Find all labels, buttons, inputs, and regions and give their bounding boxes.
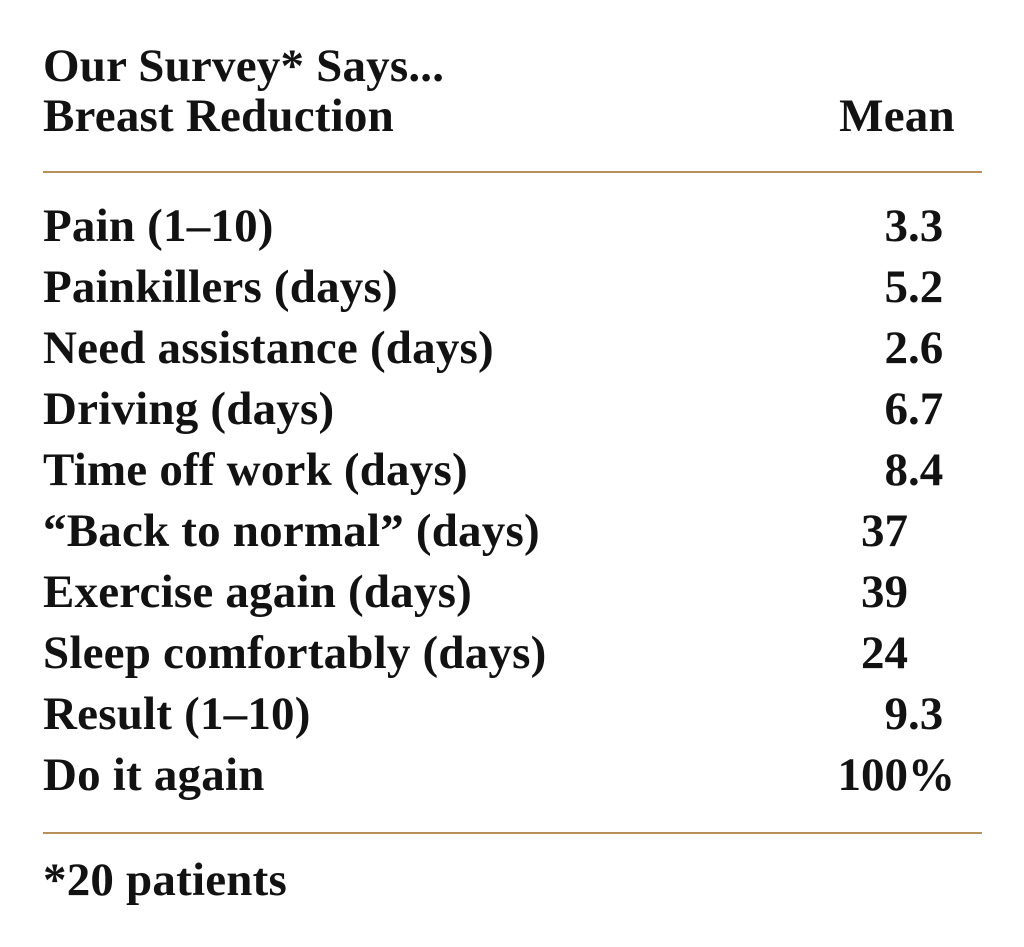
row-value: 24 <box>861 627 908 679</box>
top-divider-rule <box>43 171 982 173</box>
table-row: Painkillers (days) 5.2 <box>43 257 982 318</box>
row-value: 37 <box>861 505 908 557</box>
row-label: Do it again <box>43 749 265 801</box>
table-row: Do it again 100% <box>43 745 982 806</box>
bottom-divider-rule <box>43 832 982 834</box>
row-value: 9 <box>884 688 909 740</box>
row-value: 39 <box>861 566 908 618</box>
table-row: Result (1–10) 9.3 <box>43 684 982 745</box>
row-label: Need assistance (days) <box>43 322 494 374</box>
survey-rows: Pain (1–10) 3.3 Painkillers (days) 5.2 Need … <box>43 196 982 806</box>
row-label: Result (1–10) <box>43 688 311 740</box>
row-label: Painkillers (days) <box>43 261 398 313</box>
row-label: Sleep comfortably (days) <box>43 627 547 679</box>
row-value-suffix: % <box>908 749 955 801</box>
row-label: Pain (1–10) <box>43 200 274 252</box>
row-label: Time off work (days) <box>43 444 468 496</box>
table-row: “Back to normal” (days) 37 <box>43 501 982 562</box>
row-value: 100 <box>837 749 909 801</box>
mean-column-header: Mean <box>839 90 955 142</box>
table-header: Our Survey* Says... Breast Reduction Mea… <box>43 41 982 141</box>
footnote: *20 patients <box>43 854 287 906</box>
table-row: Driving (days) 6.7 <box>43 379 982 440</box>
row-value: 5 <box>884 261 909 313</box>
row-value: 8 <box>884 444 909 496</box>
row-value-suffix: .3 <box>908 688 944 740</box>
row-value: 6 <box>884 383 909 435</box>
table-row: Exercise again (days) 39 <box>43 562 982 623</box>
row-value: 3 <box>884 200 909 252</box>
row-label: Exercise again (days) <box>43 566 472 618</box>
column-header-row: Breast Reduction Mean <box>43 91 982 141</box>
row-value: 2 <box>884 322 909 374</box>
row-label: Driving (days) <box>43 383 335 435</box>
row-value-suffix: .7 <box>908 383 944 435</box>
table-subtitle: Breast Reduction <box>43 90 394 142</box>
table-row: Pain (1–10) 3.3 <box>43 196 982 257</box>
table-row: Time off work (days) 8.4 <box>43 440 982 501</box>
row-label: “Back to normal” (days) <box>43 505 540 557</box>
row-value-suffix: .2 <box>908 261 944 313</box>
table-title: Our Survey* Says... <box>43 40 445 92</box>
row-value-suffix: .6 <box>908 322 944 374</box>
table-row: Sleep comfortably (days) 24 <box>43 623 982 684</box>
table-row: Need assistance (days) 2.6 <box>43 318 982 379</box>
row-value-suffix: .3 <box>908 200 944 252</box>
row-value-suffix: .4 <box>908 444 944 496</box>
